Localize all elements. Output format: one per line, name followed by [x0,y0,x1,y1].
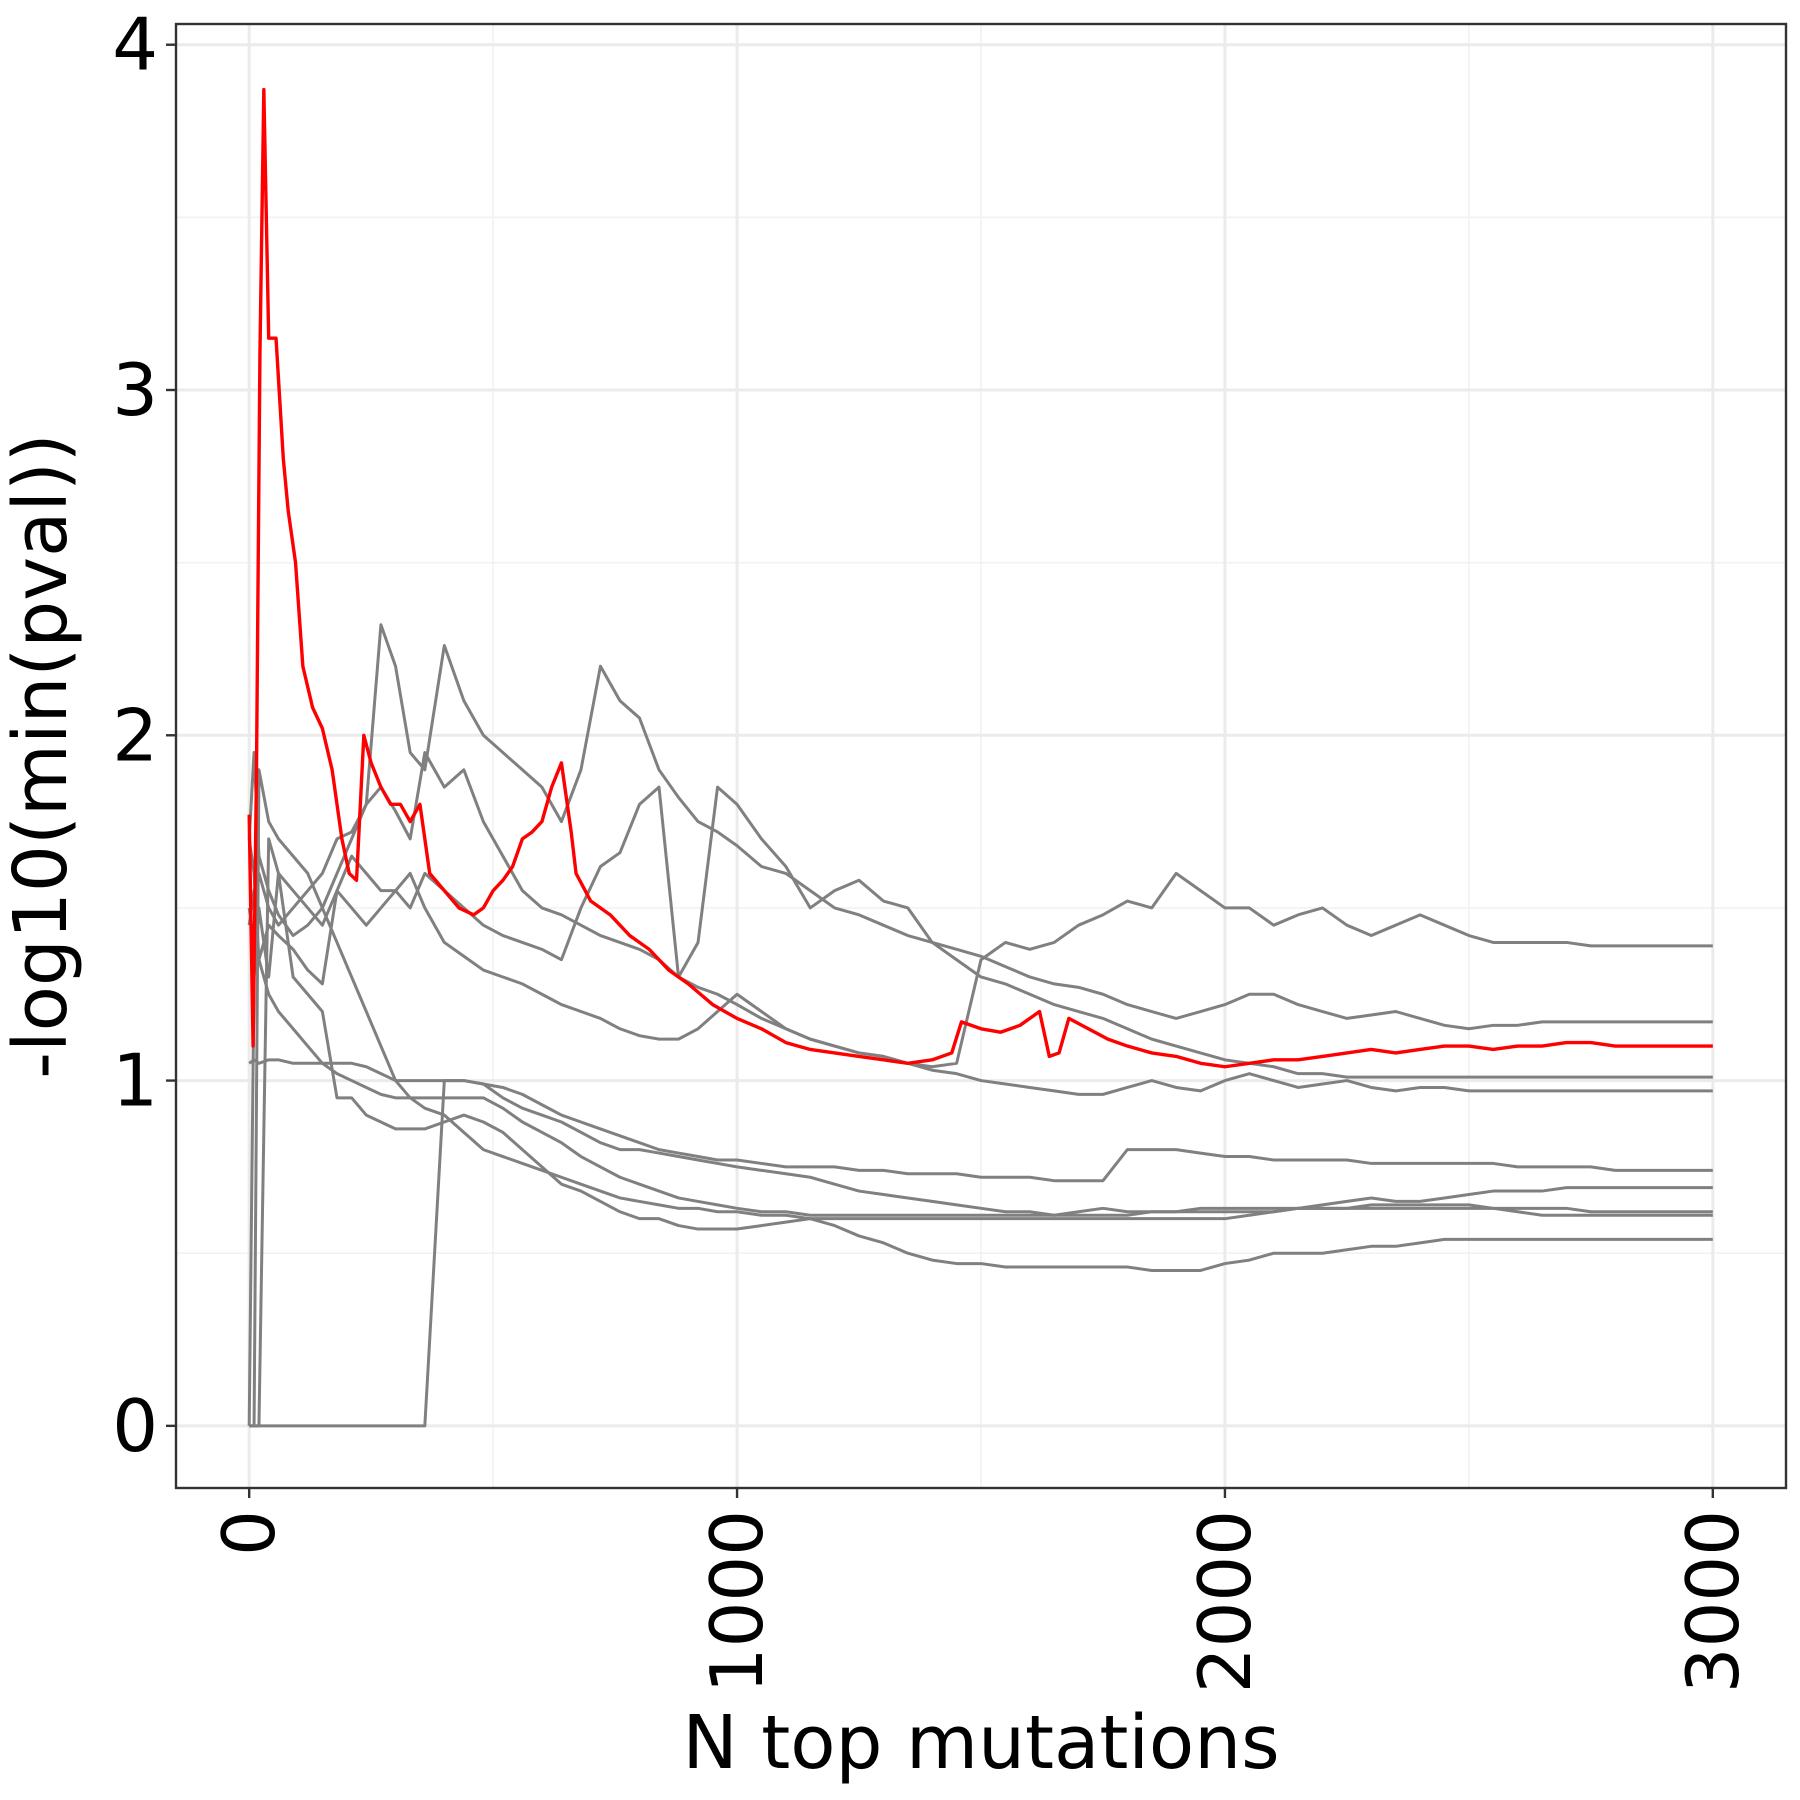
y-tick-label: 3 [112,348,158,432]
background-series-line-5 [248,1058,1713,1217]
x-axis: 0 1000 2000 3000 [207,1488,1755,1693]
x-tick-label: 2000 [1183,1510,1267,1693]
background-series-line-4 [247,871,1713,1096]
y-axis-title: -log10(min(pval)) [0,433,84,1078]
y-tick-label: 4 [112,3,158,87]
y-axis: 0 1 2 3 4 [112,3,176,1468]
x-tick-label: 0 [207,1510,291,1556]
y-tick-label: 1 [112,1039,158,1123]
x-tick-label: 1000 [695,1510,779,1693]
background-series-line-6 [249,768,1713,1428]
background-series-line-7 [249,837,1713,1428]
highlighted-series-line [247,87,1713,1069]
background-series-line-2 [247,623,1713,1031]
background-series-line-8 [249,1079,1713,1428]
series-layer [247,87,1713,1428]
x-axis-title: N top mutations [682,1700,1279,1786]
x-tick-label: 3000 [1671,1510,1755,1693]
background-series-line-9 [247,838,1713,1217]
y-tick-label: 0 [112,1384,158,1468]
plot-panel-border [174,22,1788,1490]
y-tick-label: 2 [112,693,158,777]
background-series-line-3 [247,785,1713,1426]
